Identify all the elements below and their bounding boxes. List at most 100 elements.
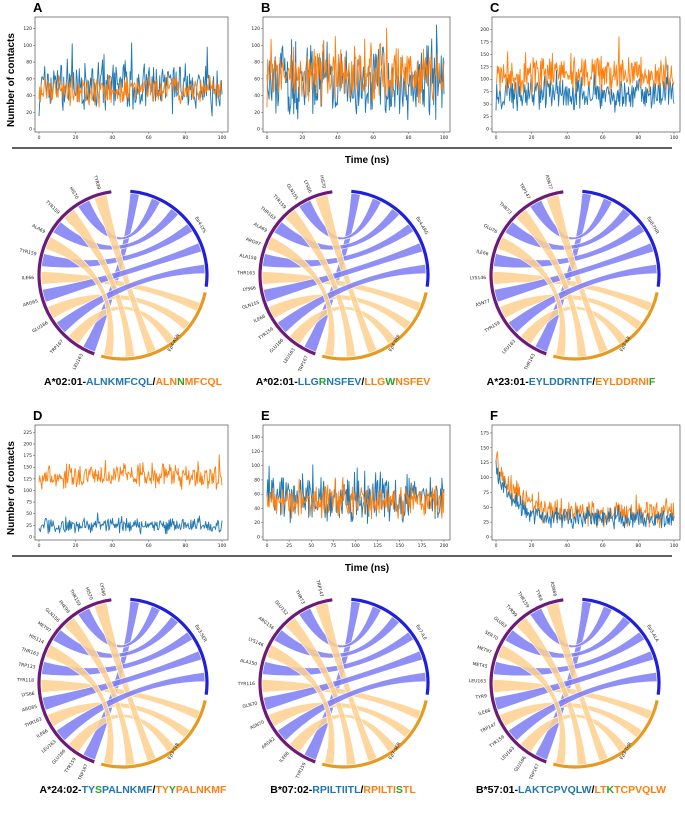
- caption-sequence-part: N: [177, 376, 185, 388]
- series-orange: [38, 74, 223, 108]
- x-tick-label: 50: [308, 543, 314, 549]
- y-tick-label: 0: [257, 127, 260, 133]
- y-tick-label: 225: [23, 430, 32, 436]
- caption-sequence-part: M: [115, 376, 124, 388]
- series-orange: [38, 454, 223, 490]
- chord-label-residue: PHE99: [57, 599, 71, 614]
- y-tick-label: 100: [23, 43, 32, 49]
- arc-residues: [489, 190, 564, 356]
- x-tick-label: 125: [373, 543, 382, 549]
- caption-sequence-part: /: [153, 376, 156, 388]
- panel-label: A: [33, 0, 43, 15]
- x-tick-label: 60: [370, 135, 376, 141]
- chord-label-residue: TYR159: [294, 762, 308, 781]
- chord-ribbon: [507, 671, 658, 742]
- chord-ribbon: [55, 671, 206, 742]
- chord-label-residue: GLU76: [482, 223, 498, 235]
- chord-ribbon: [44, 644, 115, 765]
- x-tick-label: 100: [351, 543, 360, 549]
- x-tick-label: 80: [183, 135, 189, 141]
- chord-label-residue: ALA150: [239, 658, 257, 668]
- series-blue: [495, 460, 675, 530]
- chord-label-residue: MET45: [472, 661, 488, 670]
- y-tick-label: 150: [23, 465, 32, 471]
- chord-label-residue: TRP147: [314, 579, 324, 598]
- chord-label-residue: ALA158: [239, 253, 257, 262]
- y-tick-label: 75: [26, 500, 32, 506]
- caption-sequence-part: NSFEV: [326, 376, 361, 388]
- caption-3: A*23:01-EYLDDRNTF/EYLDDRNIF: [487, 376, 656, 388]
- caption-sequence-part: ALNK: [86, 376, 116, 388]
- caption-allele: A*02:01-: [44, 376, 87, 388]
- arc-residues: [37, 598, 112, 764]
- caption-sequence-part: PALNKMF: [176, 784, 227, 796]
- chord-label-residue: ARG62: [261, 736, 277, 750]
- chord-ribbon: [515, 616, 588, 766]
- panel-label: C: [490, 0, 500, 15]
- caption-sequence-part: LLG: [298, 376, 319, 388]
- chord-ribbon: [63, 616, 136, 766]
- y-tick-label: 40: [254, 506, 260, 512]
- chord-label-residue: TRP167: [528, 763, 541, 782]
- y-tick-label: 125: [480, 64, 489, 70]
- caption-sequence-part: TCPVQLW: [614, 784, 666, 796]
- plot-frame: [262, 424, 451, 541]
- chord-ribbon: [284, 208, 357, 358]
- y-tick-label: 120: [23, 26, 32, 32]
- chord-diagram-1: Ep4-LYSEp4-ASNLEU163TRP167GLU166ARG65ILE…: [18, 174, 209, 371]
- x-tick-label: 60: [146, 543, 152, 549]
- chord-ribbon: [67, 713, 176, 753]
- y-tick-label: 60: [254, 76, 260, 82]
- chord-ribbon: [496, 236, 567, 357]
- caption-sequence-part: W: [385, 376, 395, 388]
- chord-label-residue: ARG65: [22, 704, 39, 714]
- chord-ribbon: [493, 242, 654, 303]
- chord-label-residue: TYR116: [237, 681, 255, 687]
- chord-label-residue: TYR159: [63, 756, 78, 775]
- plot-frame: [491, 424, 681, 541]
- chord-label-residue: ILE66: [478, 708, 492, 718]
- chord-ribbon: [499, 701, 643, 739]
- chord-ribbon: [77, 197, 161, 240]
- chord-ribbon: [47, 293, 191, 331]
- chord-diagram-3: Ep8-THREp8-ILETHR163LEU163TYR159ASN77LYS…: [470, 174, 661, 373]
- caption-sequence-part: S: [95, 784, 102, 796]
- chord-label-residue: HIS114: [28, 633, 45, 646]
- caption-sequence-part: /: [592, 376, 595, 388]
- chord-label-residue: GLU166: [513, 755, 528, 773]
- panel-D: D 0 25 50 75 100 125 150 175 200 225 0 20 40 60 80 100: [23, 408, 229, 549]
- chord-label-residue: GLN70: [242, 701, 258, 710]
- chord-ribbon: [288, 305, 397, 345]
- chord-label-residue: THR163: [20, 646, 40, 658]
- x-tick-label: 80: [406, 135, 412, 141]
- chord-label-residue: ARG156: [257, 615, 275, 631]
- y-tick-label: 120: [251, 449, 260, 455]
- arc-peptide-orange: [552, 700, 659, 769]
- chord-ribbon: [276, 263, 427, 334]
- chord-label-residue: THR159: [67, 588, 81, 608]
- y-tick-label: 40: [254, 93, 260, 99]
- x-tick-label: 0: [495, 543, 498, 549]
- chord-label-residue: THR163: [523, 353, 537, 373]
- chord-label-residue: HIS70: [68, 186, 80, 201]
- chord-ribbon: [82, 600, 140, 761]
- chord-label-residue: LYS66: [302, 179, 313, 194]
- caption-4: A*24:02-TYSPALNKMF/TYYPALNKMF: [40, 784, 228, 796]
- chord-label-residue: LEU163: [469, 678, 486, 684]
- chord-label-residue: HIS70: [318, 175, 327, 189]
- caption-sequence-part: /: [592, 784, 595, 796]
- chord-ribbon: [276, 671, 427, 742]
- chord-ribbon: [63, 208, 136, 358]
- arc-residues: [37, 190, 112, 356]
- caption-sequence-part: TCPVQLW: [540, 784, 592, 796]
- y-tick-label: 75: [483, 89, 489, 95]
- chord-label-residue: ASN77: [544, 174, 554, 190]
- caption-sequence-part: LT: [594, 784, 607, 796]
- caption-sequence-part: K: [532, 784, 540, 796]
- x-tick-label: 40: [564, 543, 570, 549]
- chord-ribbon: [288, 713, 397, 753]
- x-tick-label: 40: [109, 135, 115, 141]
- y-tick-label: 150: [480, 52, 489, 58]
- x-tick-label: 0: [495, 135, 498, 141]
- x-tick-label: 40: [564, 135, 570, 141]
